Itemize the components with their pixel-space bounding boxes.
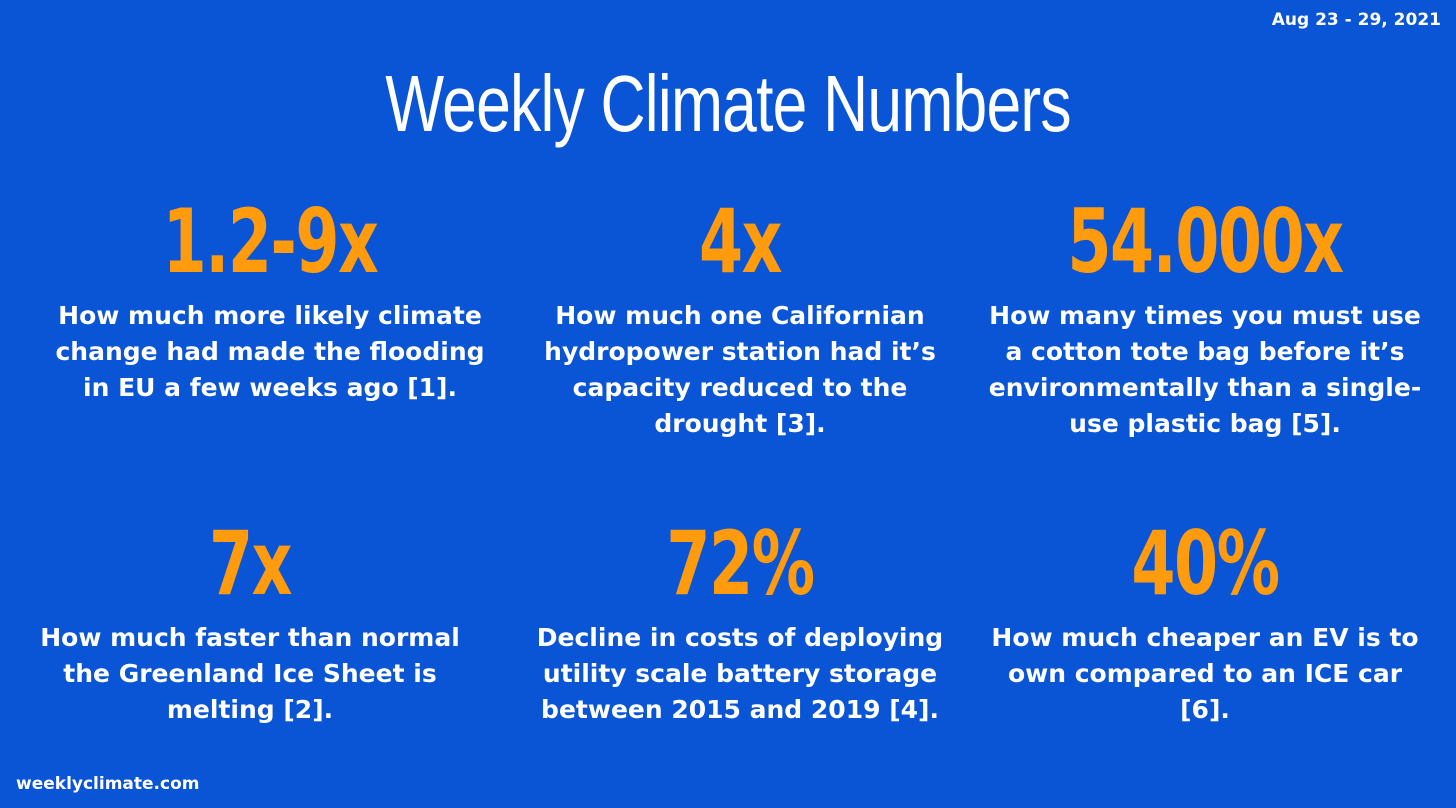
stat-description: How much cheaper an EV is to own compare… bbox=[991, 623, 1419, 724]
stat-value: 54.000x bbox=[1067, 190, 1344, 293]
stat-description: How much one Californian hydropower stat… bbox=[544, 301, 936, 438]
stat-value: 4x bbox=[698, 190, 783, 293]
stat-card-battery-storage: 72% Decline in costs of deploying utilit… bbox=[520, 512, 960, 728]
stat-description: How much faster than normal the Greenlan… bbox=[40, 623, 460, 724]
stat-description: How many times you must use a cotton tot… bbox=[988, 301, 1422, 438]
date-range: Aug 23 - 29, 2021 bbox=[1271, 10, 1441, 30]
stat-value: 72% bbox=[666, 512, 815, 615]
stat-description: How much more likely climate change had … bbox=[55, 301, 485, 402]
stat-card-flooding: 1.2-9x How much more likely climate chan… bbox=[50, 190, 490, 406]
page-title: Weekly Climate Numbers bbox=[385, 59, 1071, 148]
site-url: weeklyclimate.com bbox=[16, 774, 200, 794]
stat-card-hydropower: 4x How much one Californian hydropower s… bbox=[520, 190, 960, 442]
stat-card-ev-cost: 40% How much cheaper an EV is to own com… bbox=[985, 512, 1425, 728]
stat-description: Decline in costs of deploying utility sc… bbox=[536, 623, 944, 724]
stat-card-tote-bag: 54.000x How many times you must use a co… bbox=[985, 190, 1425, 442]
stat-value: 1.2-9x bbox=[162, 190, 379, 293]
stat-card-greenland: 7x How much faster than normal the Green… bbox=[30, 512, 470, 728]
stat-value: 7x bbox=[208, 512, 293, 615]
stat-value: 40% bbox=[1131, 512, 1280, 615]
